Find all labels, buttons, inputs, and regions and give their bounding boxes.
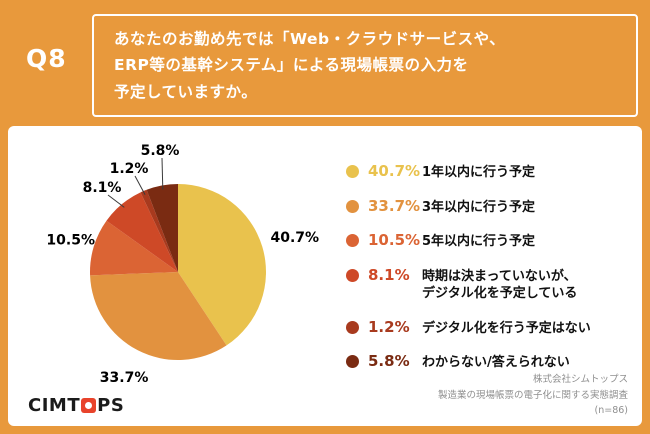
legend-percent: 5.8%	[368, 352, 410, 371]
legend-label: 3年以内に行う予定	[422, 199, 536, 215]
pie-chart: 40.7% 33.7% 10.5% 8.1% 1.2% 5.8%	[46, 143, 320, 386]
pie-slice-6	[146, 184, 178, 272]
logo-letter: P	[97, 395, 111, 416]
legend-item-2: 33.7% 3年以内に行う予定	[346, 197, 628, 217]
legend-dot-icon	[346, 199, 359, 213]
legend-percent: 40.7%	[368, 162, 421, 180]
legend-percent: 33.7%	[368, 196, 421, 215]
legend-dot-icon	[346, 165, 359, 178]
pie-value-label: 10.5%	[46, 233, 95, 249]
logo-o-mark-icon	[81, 398, 97, 413]
pie-slice-1	[178, 184, 266, 346]
logo-letter: T	[67, 395, 81, 416]
legend-item-3: 10.5% 5年以内に行う予定	[346, 231, 628, 251]
logo-letter: S	[110, 395, 125, 416]
legend-label: 時期は決まっていないが、 デジタル化を予定している	[422, 268, 578, 302]
logo-letter: C	[28, 395, 42, 416]
legend-label: デジタル化を行う予定はない	[422, 320, 591, 336]
pie-leader-line	[161, 157, 164, 190]
legend-dot-icon	[346, 234, 359, 248]
pie-value-label: 1.2%	[110, 161, 149, 177]
legend-percent: 8.1%	[368, 265, 410, 284]
question-text: あなたのお勤め先では「Web・クラウドサービスや、 ERP等の基幹システム」によ…	[114, 30, 506, 101]
legend-percent: 10.5%	[368, 231, 421, 250]
pie-value-label: 8.1%	[83, 180, 122, 196]
logo-letter: I	[41, 395, 49, 416]
pie-value-label: 40.7%	[271, 230, 320, 246]
credit-sample-size: (n=86)	[594, 404, 628, 416]
survey-credit: 株式会社シムトップス 製造業の現場帳票の電子化に関する実態調査 (n=86)	[438, 372, 628, 418]
pie-slice-3	[89, 220, 178, 276]
pie-value-label: 33.7%	[100, 370, 149, 386]
legend-item-6: 5.8% わからない/答えられない	[346, 352, 628, 372]
legend-item-5: 1.2% デジタル化を行う予定はない	[346, 318, 628, 338]
pie-slice-2	[90, 272, 227, 360]
legend-dot-icon	[346, 268, 359, 282]
question-number: Q8	[26, 44, 67, 73]
legend-dot-icon	[346, 320, 359, 334]
chart-card: 40.7% 33.7% 10.5% 8.1% 1.2% 5.8% 40.7% 1年以内に行う…	[8, 126, 642, 426]
legend-item-1: 40.7% 1年以内に行う予定	[346, 162, 628, 182]
credit-company: 株式会社シムトップス	[532, 374, 628, 386]
legend-item-4: 8.1% 時期は決まっていないが、 デジタル化を予定している	[346, 266, 628, 303]
pie-value-label: 5.8%	[141, 143, 180, 159]
legend-percent: 1.2%	[368, 317, 410, 336]
logo-letter: M	[48, 395, 68, 416]
pie-leader-line	[107, 194, 125, 208]
legend-label: わからない/答えられない	[422, 355, 570, 371]
legend-dot-icon	[346, 355, 359, 369]
question-header: Q8 あなたのお勤め先では「Web・クラウドサービスや、 ERP等の基幹システム…	[0, 0, 650, 122]
credit-survey-title: 製造業の現場帳票の電子化に関する実態調査	[437, 389, 628, 401]
chart-legend: 40.7% 1年以内に行う予定 33.7% 3年以内に行う予定 10.5% 5年以内に行う…	[346, 162, 628, 372]
question-box: あなたのお勤め先では「Web・クラウドサービスや、 ERP等の基幹システム」によ…	[92, 14, 638, 118]
legend-label: 1年以内に行う予定	[422, 165, 536, 180]
legend-label: 5年以内に行う予定	[422, 234, 536, 250]
pie-slice-5	[140, 189, 178, 272]
pie-slice-4	[106, 192, 178, 272]
pie-leader-line	[134, 175, 146, 195]
